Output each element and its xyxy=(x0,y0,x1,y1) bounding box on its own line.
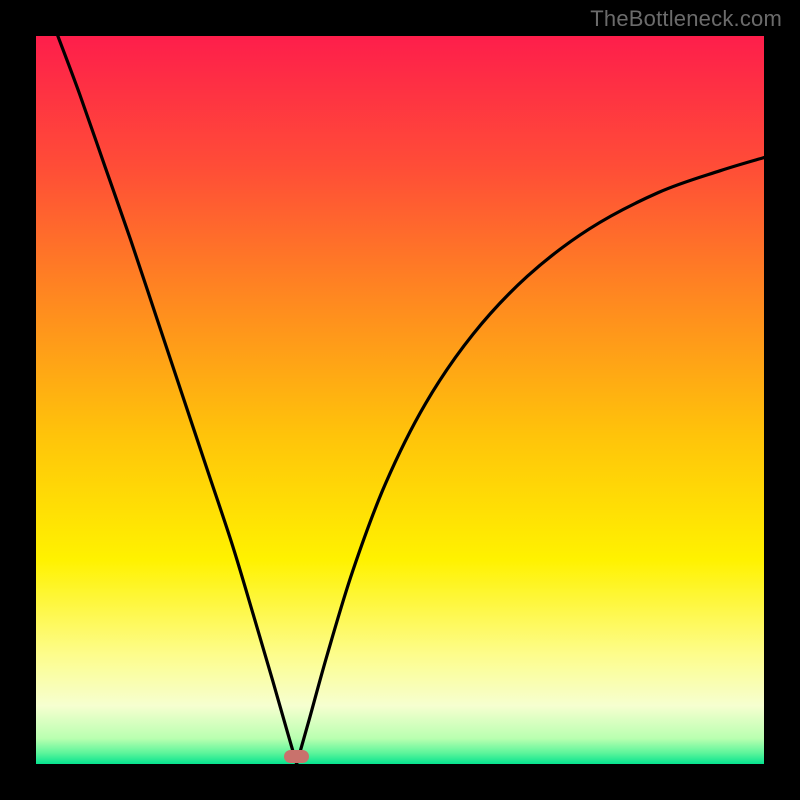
watermark-text: TheBottleneck.com xyxy=(590,6,782,32)
gradient-background xyxy=(36,36,764,764)
plot-area xyxy=(36,36,764,764)
apex-marker xyxy=(284,750,309,763)
plot-svg xyxy=(36,36,764,764)
chart-frame: TheBottleneck.com xyxy=(0,0,800,800)
